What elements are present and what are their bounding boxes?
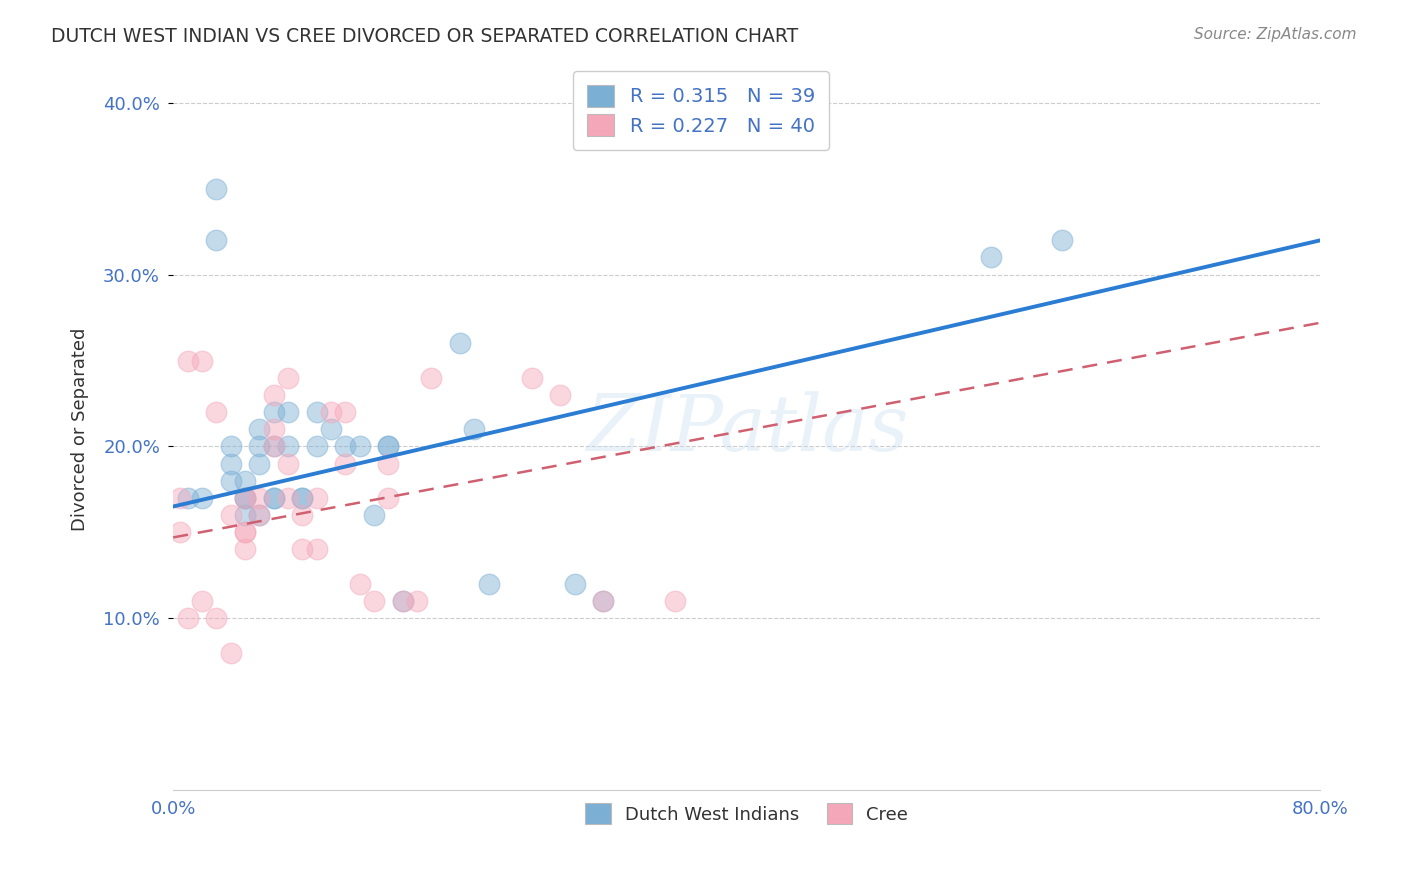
Point <box>263 388 285 402</box>
Point <box>349 576 371 591</box>
Point <box>219 508 242 522</box>
Point <box>291 508 314 522</box>
Point <box>233 491 256 505</box>
Point <box>319 422 342 436</box>
Point <box>305 542 328 557</box>
Point <box>233 508 256 522</box>
Point <box>449 336 471 351</box>
Point <box>564 576 586 591</box>
Point <box>247 422 270 436</box>
Point <box>377 491 399 505</box>
Point <box>247 508 270 522</box>
Point <box>247 457 270 471</box>
Point <box>219 646 242 660</box>
Point <box>176 611 198 625</box>
Point <box>377 457 399 471</box>
Point <box>305 439 328 453</box>
Point <box>291 491 314 505</box>
Point <box>263 405 285 419</box>
Point <box>463 422 485 436</box>
Point <box>406 594 429 608</box>
Point <box>305 405 328 419</box>
Point <box>191 353 214 368</box>
Point <box>277 457 299 471</box>
Point <box>520 370 543 384</box>
Point <box>349 439 371 453</box>
Point <box>233 525 256 540</box>
Point <box>335 439 357 453</box>
Text: DUTCH WEST INDIAN VS CREE DIVORCED OR SEPARATED CORRELATION CHART: DUTCH WEST INDIAN VS CREE DIVORCED OR SE… <box>51 27 797 45</box>
Point <box>191 491 214 505</box>
Point <box>391 594 413 608</box>
Point <box>233 491 256 505</box>
Point <box>291 491 314 505</box>
Point <box>277 370 299 384</box>
Point <box>219 457 242 471</box>
Point <box>363 508 385 522</box>
Point <box>1052 233 1074 247</box>
Point <box>247 439 270 453</box>
Point <box>219 439 242 453</box>
Point <box>205 233 228 247</box>
Legend: Dutch West Indians, Cree: Dutch West Indians, Cree <box>575 792 920 835</box>
Point <box>263 491 285 505</box>
Point <box>592 594 614 608</box>
Point <box>176 491 198 505</box>
Text: Source: ZipAtlas.com: Source: ZipAtlas.com <box>1194 27 1357 42</box>
Point <box>233 542 256 557</box>
Point <box>233 525 256 540</box>
Point <box>335 457 357 471</box>
Point <box>391 594 413 608</box>
Point <box>191 594 214 608</box>
Point <box>478 576 501 591</box>
Point <box>176 353 198 368</box>
Point <box>205 611 228 625</box>
Point <box>377 439 399 453</box>
Point <box>233 491 256 505</box>
Point <box>277 405 299 419</box>
Point <box>247 508 270 522</box>
Point <box>592 594 614 608</box>
Point <box>420 370 443 384</box>
Point <box>664 594 686 608</box>
Point <box>169 525 191 540</box>
Y-axis label: Divorced or Separated: Divorced or Separated <box>72 327 89 531</box>
Point <box>335 405 357 419</box>
Point <box>263 439 285 453</box>
Point <box>219 474 242 488</box>
Point <box>305 491 328 505</box>
Point <box>377 439 399 453</box>
Point <box>263 439 285 453</box>
Point <box>550 388 572 402</box>
Point <box>205 182 228 196</box>
Point <box>233 474 256 488</box>
Point <box>277 439 299 453</box>
Point <box>277 491 299 505</box>
Point <box>247 491 270 505</box>
Point <box>169 491 191 505</box>
Point <box>291 542 314 557</box>
Point <box>263 422 285 436</box>
Text: ZIPatlas: ZIPatlas <box>586 391 908 467</box>
Point <box>980 251 1002 265</box>
Point <box>205 405 228 419</box>
Point <box>263 491 285 505</box>
Point <box>363 594 385 608</box>
Point <box>319 405 342 419</box>
